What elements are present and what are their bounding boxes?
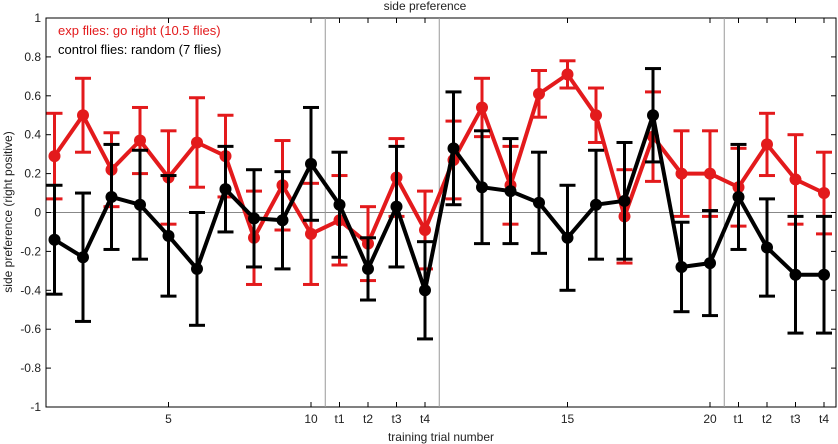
data-point: [761, 241, 773, 254]
y-axis-label: side preference (right positive): [1, 131, 15, 292]
series-layer: [46, 59, 832, 341]
data-point: [818, 187, 830, 200]
legend-entry: exp flies: go right (10.5 flies): [58, 23, 221, 38]
data-point: [390, 200, 403, 213]
y-tick-label: 0.4: [24, 128, 41, 142]
series-line: [52, 72, 825, 246]
legend-entry: control flies: random (7 flies): [58, 42, 221, 57]
y-tick-label: -0.4: [20, 283, 41, 297]
data-point: [305, 157, 317, 170]
y-tick-label: 0.6: [24, 89, 41, 103]
data-point: [618, 194, 631, 207]
data-point: [675, 260, 688, 273]
data-point: [818, 268, 830, 281]
legend: exp flies: go right (10.5 flies) control …: [58, 23, 221, 57]
data-point: [305, 227, 317, 240]
x-tick-label: t2: [762, 412, 772, 426]
data-point: [675, 167, 688, 180]
data-point: [134, 134, 146, 147]
y-tick-label: 0: [34, 206, 41, 220]
x-tick-label: 20: [703, 412, 717, 426]
x-tick-label: t3: [790, 412, 800, 426]
data-point: [191, 262, 203, 275]
data-point: [533, 196, 545, 209]
data-point: [77, 251, 89, 264]
x-tick-label: 5: [165, 412, 172, 426]
data-point: [504, 185, 517, 198]
data-point: [162, 229, 175, 242]
x-tick-label: 15: [561, 412, 575, 426]
data-point: [704, 167, 716, 180]
data-point: [219, 183, 232, 196]
data-point: [48, 150, 61, 163]
y-tick-label: 0.8: [24, 50, 41, 64]
x-tick-label: t4: [819, 412, 829, 426]
data-point: [419, 284, 431, 297]
data-point: [476, 101, 488, 114]
y-tick-label: -0.6: [20, 322, 41, 336]
x-tick-label: t2: [363, 412, 373, 426]
data-point: [419, 224, 431, 237]
data-point: [590, 198, 602, 211]
chart-title: side preference: [384, 0, 467, 13]
x-tick-label: 10: [304, 412, 318, 426]
data-point: [533, 87, 545, 100]
y-tick-label: -1: [30, 400, 41, 414]
y-tick-label: 0.2: [24, 167, 41, 181]
data-point: [590, 109, 602, 122]
data-point: [561, 231, 574, 244]
x-tick-label: t3: [391, 412, 401, 426]
y-axis-ticks: -1 -0.8 -0.6 -0.4 -0.2 0 0.2 0.4 0.6 0.8 1: [20, 11, 836, 414]
series-line: [53, 113, 824, 293]
data-point: [447, 142, 460, 155]
data-point: [476, 181, 488, 194]
data-point: [191, 136, 203, 149]
data-point: [704, 257, 716, 270]
y-tick-label: -0.8: [20, 361, 41, 375]
x-tick-label: t1: [334, 412, 344, 426]
data-point: [362, 262, 374, 275]
data-point: [134, 198, 146, 211]
data-point: [561, 68, 574, 81]
series-1: [46, 67, 832, 341]
data-point: [48, 233, 61, 246]
y-tick-label: -0.2: [20, 244, 41, 258]
data-point: [761, 138, 773, 151]
x-tick-label: t1: [733, 412, 743, 426]
x-axis-label: training trial number: [388, 430, 494, 444]
data-point: [276, 214, 289, 227]
x-tick-label: t4: [420, 412, 430, 426]
y-tick-label: 1: [34, 11, 41, 25]
data-point: [647, 109, 659, 122]
data-point: [77, 109, 89, 122]
data-point: [789, 173, 802, 186]
data-point: [333, 198, 346, 211]
data-point: [105, 190, 118, 203]
x-axis-ticks: 5 10 t1 t2 t3 t4 15 20 t1 t2 t3 t4: [165, 18, 829, 426]
data-point: [789, 268, 802, 281]
data-point: [248, 212, 260, 225]
data-point: [732, 190, 745, 203]
